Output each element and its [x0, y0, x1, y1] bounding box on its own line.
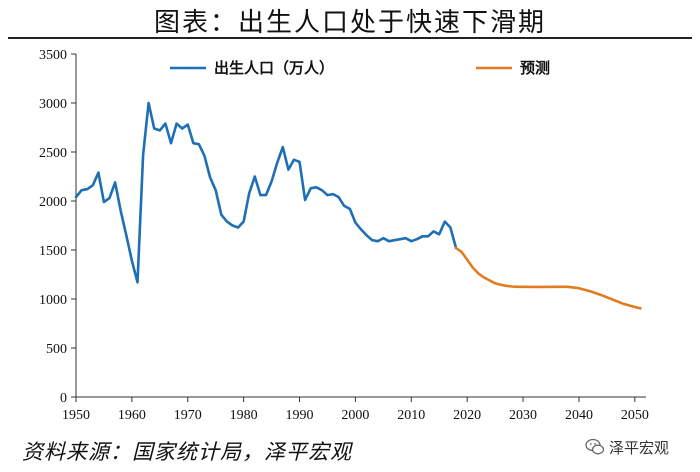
series-layer: [74, 101, 642, 310]
watermark: 泽平宏观: [585, 434, 669, 460]
x-tick-label: 1960: [118, 408, 146, 423]
x-tick-label: 1970: [174, 408, 202, 423]
series-line-1: [454, 246, 642, 310]
y-tick-label: 2500: [39, 146, 67, 161]
x-tick-label: 2020: [453, 408, 481, 423]
title-divider: [8, 37, 692, 39]
watermark-text: 泽平宏观: [609, 438, 670, 457]
y-tick-label: 3000: [39, 97, 67, 112]
legend: 出生人口（万人） 预测: [170, 59, 550, 77]
x-tick-label: 2010: [397, 408, 425, 423]
x-tick-label: 2000: [341, 408, 369, 423]
y-tick-label: 1500: [39, 244, 67, 259]
chart-title: 图表：出生人口处于快速下滑期: [153, 8, 546, 38]
x-tick-label: 2040: [565, 408, 593, 423]
x-tick-label: 1990: [286, 408, 314, 423]
x-tick-label: 2050: [621, 408, 649, 423]
y-tick-label: 2000: [39, 195, 67, 210]
legend-label-1: 预测: [520, 59, 550, 77]
source-note: 资料来源：国家统计局，泽平宏观: [22, 440, 352, 464]
y-tick-label: 0: [60, 391, 67, 406]
wechat-icon: [585, 438, 605, 455]
x-tick-label: 2030: [509, 408, 537, 423]
y-tick-label: 1000: [39, 293, 67, 308]
x-tick-label: 1950: [62, 408, 90, 423]
y-tick-label: 500: [46, 342, 67, 357]
series-line-0: [74, 101, 458, 284]
axes: 0 500 1000 1500 2000 2500 3000 3500 1950 1960 1970…: [39, 48, 649, 423]
y-tick-label: 3500: [39, 48, 67, 63]
x-tick-label: 1980: [230, 408, 258, 423]
legend-label-0: 出生人口（万人）: [214, 59, 334, 77]
